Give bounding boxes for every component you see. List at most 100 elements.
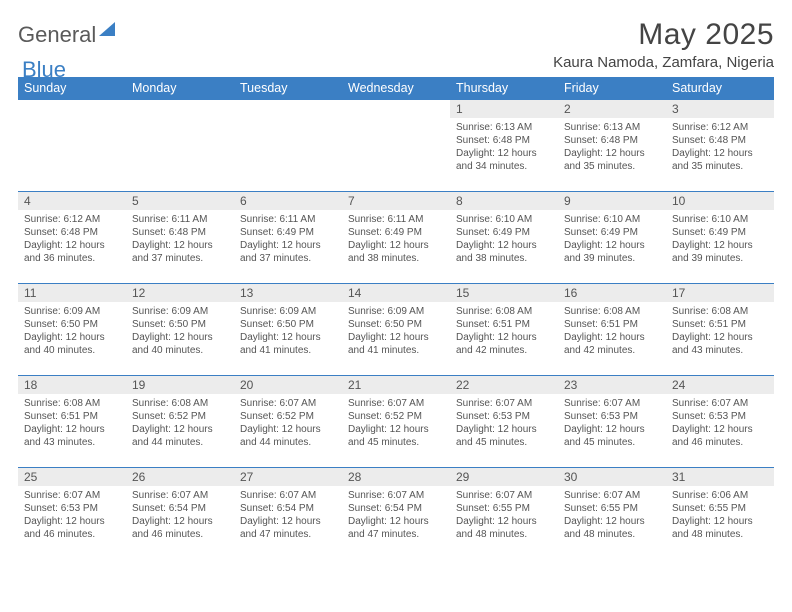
daylight-line-2: and 34 minutes. — [456, 160, 552, 173]
calendar-day-cell: 2Sunrise: 6:13 AMSunset: 6:48 PMDaylight… — [558, 100, 666, 192]
sunset-line: Sunset: 6:49 PM — [456, 226, 552, 239]
sunset-line: Sunset: 6:54 PM — [132, 502, 228, 515]
daylight-line-2: and 45 minutes. — [564, 436, 660, 449]
day-details: Sunrise: 6:09 AMSunset: 6:50 PMDaylight:… — [18, 302, 126, 361]
day-number: 22 — [450, 376, 558, 394]
day-details: Sunrise: 6:10 AMSunset: 6:49 PMDaylight:… — [558, 210, 666, 269]
day-details: Sunrise: 6:07 AMSunset: 6:53 PMDaylight:… — [450, 394, 558, 453]
day-number: 27 — [234, 468, 342, 486]
day-number: 15 — [450, 284, 558, 302]
daylight-line-2: and 44 minutes. — [240, 436, 336, 449]
weekday-header: Wednesday — [342, 77, 450, 100]
calendar-head: SundayMondayTuesdayWednesdayThursdayFrid… — [18, 77, 774, 100]
calendar-day-cell: 29Sunrise: 6:07 AMSunset: 6:55 PMDayligh… — [450, 468, 558, 560]
daylight-line-2: and 35 minutes. — [564, 160, 660, 173]
calendar-day-cell: 15Sunrise: 6:08 AMSunset: 6:51 PMDayligh… — [450, 284, 558, 376]
day-details: Sunrise: 6:12 AMSunset: 6:48 PMDaylight:… — [18, 210, 126, 269]
day-details: Sunrise: 6:07 AMSunset: 6:52 PMDaylight:… — [234, 394, 342, 453]
brand-part1: General — [18, 24, 96, 46]
sunset-line: Sunset: 6:48 PM — [132, 226, 228, 239]
sunset-line: Sunset: 6:50 PM — [348, 318, 444, 331]
day-details: Sunrise: 6:12 AMSunset: 6:48 PMDaylight:… — [666, 118, 774, 177]
calendar-day-cell: 1Sunrise: 6:13 AMSunset: 6:48 PMDaylight… — [450, 100, 558, 192]
sunset-line: Sunset: 6:51 PM — [672, 318, 768, 331]
day-details: Sunrise: 6:07 AMSunset: 6:55 PMDaylight:… — [558, 486, 666, 545]
day-number: 6 — [234, 192, 342, 210]
sunset-line: Sunset: 6:54 PM — [240, 502, 336, 515]
calendar-week-row: 18Sunrise: 6:08 AMSunset: 6:51 PMDayligh… — [18, 376, 774, 468]
sunrise-line: Sunrise: 6:07 AM — [456, 397, 552, 410]
day-details: Sunrise: 6:11 AMSunset: 6:48 PMDaylight:… — [126, 210, 234, 269]
calendar-week-row: 4Sunrise: 6:12 AMSunset: 6:48 PMDaylight… — [18, 192, 774, 284]
sunrise-line: Sunrise: 6:08 AM — [132, 397, 228, 410]
daylight-line-2: and 43 minutes. — [672, 344, 768, 357]
day-number: 26 — [126, 468, 234, 486]
calendar-day-cell: 16Sunrise: 6:08 AMSunset: 6:51 PMDayligh… — [558, 284, 666, 376]
calendar-day-cell — [126, 100, 234, 192]
sunrise-line: Sunrise: 6:13 AM — [456, 121, 552, 134]
sunset-line: Sunset: 6:53 PM — [672, 410, 768, 423]
location-text: Kaura Namoda, Zamfara, Nigeria — [553, 54, 774, 71]
daylight-line-1: Daylight: 12 hours — [456, 147, 552, 160]
day-details: Sunrise: 6:08 AMSunset: 6:51 PMDaylight:… — [558, 302, 666, 361]
calendar-day-cell — [18, 100, 126, 192]
day-details: Sunrise: 6:07 AMSunset: 6:55 PMDaylight:… — [450, 486, 558, 545]
daylight-line-2: and 39 minutes. — [672, 252, 768, 265]
daylight-line-2: and 45 minutes. — [348, 436, 444, 449]
day-number: 19 — [126, 376, 234, 394]
daylight-line-1: Daylight: 12 hours — [456, 423, 552, 436]
calendar-day-cell — [342, 100, 450, 192]
sunrise-line: Sunrise: 6:13 AM — [564, 121, 660, 134]
daylight-line-1: Daylight: 12 hours — [456, 331, 552, 344]
calendar-day-cell: 23Sunrise: 6:07 AMSunset: 6:53 PMDayligh… — [558, 376, 666, 468]
day-number: 14 — [342, 284, 450, 302]
daylight-line-1: Daylight: 12 hours — [672, 331, 768, 344]
daylight-line-2: and 42 minutes. — [456, 344, 552, 357]
calendar-week-row: 25Sunrise: 6:07 AMSunset: 6:53 PMDayligh… — [18, 468, 774, 560]
day-number: 24 — [666, 376, 774, 394]
day-details: Sunrise: 6:09 AMSunset: 6:50 PMDaylight:… — [342, 302, 450, 361]
day-number: 2 — [558, 100, 666, 118]
calendar-day-cell: 31Sunrise: 6:06 AMSunset: 6:55 PMDayligh… — [666, 468, 774, 560]
calendar-day-cell: 3Sunrise: 6:12 AMSunset: 6:48 PMDaylight… — [666, 100, 774, 192]
sunrise-line: Sunrise: 6:09 AM — [348, 305, 444, 318]
day-number: 16 — [558, 284, 666, 302]
sunrise-line: Sunrise: 6:12 AM — [672, 121, 768, 134]
day-details: Sunrise: 6:08 AMSunset: 6:52 PMDaylight:… — [126, 394, 234, 453]
sunset-line: Sunset: 6:55 PM — [564, 502, 660, 515]
weekday-header: Thursday — [450, 77, 558, 100]
daylight-line-2: and 37 minutes. — [240, 252, 336, 265]
daylight-line-1: Daylight: 12 hours — [564, 147, 660, 160]
daylight-line-1: Daylight: 12 hours — [24, 331, 120, 344]
day-details: Sunrise: 6:08 AMSunset: 6:51 PMDaylight:… — [450, 302, 558, 361]
daylight-line-2: and 39 minutes. — [564, 252, 660, 265]
daylight-line-2: and 38 minutes. — [456, 252, 552, 265]
calendar-day-cell: 10Sunrise: 6:10 AMSunset: 6:49 PMDayligh… — [666, 192, 774, 284]
sunrise-line: Sunrise: 6:08 AM — [456, 305, 552, 318]
sunset-line: Sunset: 6:51 PM — [564, 318, 660, 331]
daylight-line-2: and 35 minutes. — [672, 160, 768, 173]
daylight-line-1: Daylight: 12 hours — [240, 331, 336, 344]
sunset-line: Sunset: 6:49 PM — [240, 226, 336, 239]
day-details: Sunrise: 6:09 AMSunset: 6:50 PMDaylight:… — [126, 302, 234, 361]
daylight-line-1: Daylight: 12 hours — [564, 239, 660, 252]
sunset-line: Sunset: 6:52 PM — [132, 410, 228, 423]
day-details: Sunrise: 6:10 AMSunset: 6:49 PMDaylight:… — [666, 210, 774, 269]
day-number: 21 — [342, 376, 450, 394]
calendar-day-cell: 4Sunrise: 6:12 AMSunset: 6:48 PMDaylight… — [18, 192, 126, 284]
daylight-line-1: Daylight: 12 hours — [348, 423, 444, 436]
brand-part2: Blue — [22, 59, 66, 81]
day-details: Sunrise: 6:13 AMSunset: 6:48 PMDaylight:… — [558, 118, 666, 177]
calendar-day-cell: 28Sunrise: 6:07 AMSunset: 6:54 PMDayligh… — [342, 468, 450, 560]
sunset-line: Sunset: 6:55 PM — [456, 502, 552, 515]
sunset-line: Sunset: 6:50 PM — [24, 318, 120, 331]
calendar-day-cell: 26Sunrise: 6:07 AMSunset: 6:54 PMDayligh… — [126, 468, 234, 560]
sunset-line: Sunset: 6:52 PM — [348, 410, 444, 423]
sunrise-line: Sunrise: 6:07 AM — [240, 489, 336, 502]
sunset-line: Sunset: 6:50 PM — [132, 318, 228, 331]
daylight-line-2: and 48 minutes. — [564, 528, 660, 541]
sunset-line: Sunset: 6:55 PM — [672, 502, 768, 515]
daylight-line-1: Daylight: 12 hours — [672, 147, 768, 160]
daylight-line-1: Daylight: 12 hours — [240, 423, 336, 436]
daylight-line-2: and 37 minutes. — [132, 252, 228, 265]
